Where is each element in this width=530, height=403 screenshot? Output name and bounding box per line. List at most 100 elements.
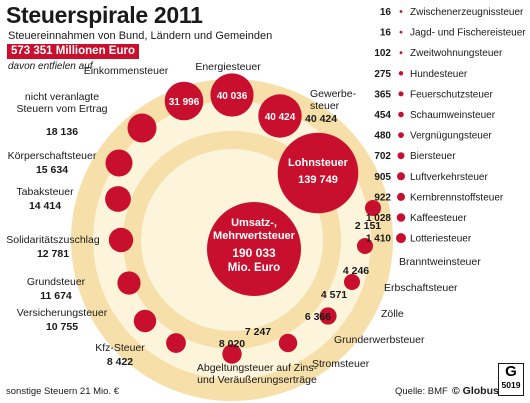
list-label-6: Vergnügungsteuer bbox=[410, 131, 492, 142]
bubble-value-11: 8 422 bbox=[107, 356, 133, 368]
total-badge: 573 351 Millionen Euro bbox=[7, 44, 139, 59]
bubble-label-9: Grundsteuer bbox=[27, 276, 86, 288]
logo-letter: G bbox=[505, 363, 517, 380]
bubble-value-umsatz: 190 033 bbox=[232, 246, 276, 260]
subtitle: Steuereinnahmen von Bund, Ländern und Ge… bbox=[8, 30, 273, 42]
list-dot-3 bbox=[398, 71, 404, 76]
bubble-label-6: Körperschaftsteuer bbox=[8, 150, 97, 162]
bubble-value-8: 12 781 bbox=[37, 248, 69, 260]
list-value-0: 16 bbox=[380, 7, 392, 18]
bubble-value-lohn: 139 749 bbox=[298, 174, 338, 186]
list-dot-11 bbox=[396, 233, 406, 244]
bubble-value-7: 14 414 bbox=[29, 200, 61, 212]
note: davon entfielen auf bbox=[8, 61, 93, 72]
list-label-10: Kaffeesteuer bbox=[410, 213, 467, 224]
bubble-16 bbox=[357, 238, 373, 254]
list-dot-6 bbox=[398, 132, 404, 139]
bubble-14 bbox=[319, 307, 337, 325]
bubble-label-7: Tabaksteuer bbox=[16, 186, 74, 198]
bubble-label-14: Grunderwerbsteuer bbox=[334, 334, 425, 346]
bubble-label-13: Stromsteuer bbox=[312, 358, 370, 370]
list-label-2: Zweitwohnungsteuer bbox=[410, 48, 503, 59]
bubble-label-2-1: steuer bbox=[310, 100, 340, 112]
bubble-15 bbox=[344, 274, 360, 290]
bubble-label-16: Erbschaftsteuer bbox=[384, 282, 458, 294]
bubble-2 bbox=[258, 94, 302, 138]
list-dot-1 bbox=[399, 30, 403, 34]
list-label-5: Schaumweinsteuer bbox=[410, 110, 496, 121]
bubble-unit-umsatz: Mio. Euro bbox=[228, 262, 280, 274]
bubble-4 bbox=[164, 81, 204, 121]
list-value-6: 480 bbox=[374, 131, 391, 142]
list-dot-0 bbox=[399, 10, 403, 13]
list-label-7: Biersteuer bbox=[410, 151, 456, 162]
bubble-value-4: 31 996 bbox=[169, 97, 200, 108]
list-value-1: 16 bbox=[380, 28, 392, 39]
list-dot-10 bbox=[396, 213, 406, 222]
list-value-3: 275 bbox=[374, 69, 391, 80]
bubble-11 bbox=[166, 333, 186, 353]
logo-number: 5019 bbox=[501, 380, 521, 390]
bubble-label-5-1: Steuern vom Ertrag bbox=[16, 103, 107, 115]
bubble-label-11: Kfz-Steuer bbox=[95, 342, 145, 354]
bubble-3 bbox=[210, 73, 254, 117]
bubble-9 bbox=[117, 271, 141, 295]
list-value-4: 365 bbox=[374, 89, 391, 100]
bubble-value-9: 11 674 bbox=[40, 290, 72, 302]
bubble-value-16: 4 246 bbox=[343, 265, 369, 277]
list-value-2: 102 bbox=[374, 48, 391, 59]
list-label-11: Lotteriesteuer bbox=[410, 234, 472, 245]
bubble-value-5: 18 136 bbox=[46, 126, 78, 138]
bubble-label-4: Einkommensteuer bbox=[84, 65, 169, 77]
other-taxes-note: sonstige Steuern 21 Mio. € bbox=[6, 386, 120, 397]
list-label-4: Feuerschutzsteuer bbox=[410, 89, 493, 100]
bubble-value-13: 7 247 bbox=[245, 326, 271, 338]
bubble-1 bbox=[277, 132, 359, 214]
bubble-10 bbox=[133, 309, 157, 333]
bubble-label-17: Branntweinsteuer bbox=[399, 256, 481, 268]
page-title: Steuerspirale 2011 bbox=[6, 2, 203, 28]
bubble-6 bbox=[105, 149, 133, 177]
bubble-label-5-0: nicht veranlagte bbox=[25, 91, 99, 103]
bubble-label-12-0: Abgeltungsteuer auf Zins- bbox=[197, 362, 318, 374]
bubble-7 bbox=[105, 186, 131, 212]
list-label-3: Hundesteuer bbox=[410, 69, 468, 80]
bubble-value-15: 4 571 bbox=[321, 289, 347, 301]
bubble-label-2-0: Gewerbe- bbox=[310, 88, 357, 100]
bubble-label-umsatz-2: Mehrwertsteuer bbox=[213, 230, 296, 242]
bubble-label-10: Versicherungsteuer bbox=[17, 307, 108, 319]
source: Quelle: BMF bbox=[395, 386, 448, 397]
bubble-5 bbox=[127, 113, 157, 143]
list-label-9: Kernbrennstoffsteuer bbox=[410, 192, 504, 203]
bubble-label-umsatz-1: Umsatz-, bbox=[231, 217, 277, 229]
list-dot-2 bbox=[399, 51, 403, 55]
list-dot-5 bbox=[398, 111, 404, 118]
list-value-8: 905 bbox=[374, 172, 391, 183]
list-value-5: 454 bbox=[374, 110, 391, 121]
list-dot-7 bbox=[397, 152, 405, 160]
list-dot-9 bbox=[397, 192, 405, 201]
list-value-10: 1 028 bbox=[366, 213, 391, 224]
list-value-9: 922 bbox=[374, 192, 391, 203]
list-value-7: 702 bbox=[374, 151, 391, 162]
bubble-12 bbox=[222, 344, 242, 364]
bubble-value-17: 2 151 bbox=[355, 220, 381, 232]
bubble-label-3: Energiesteuer bbox=[195, 61, 261, 73]
list-dot-8 bbox=[397, 172, 405, 181]
bubble-value-14: 6 366 bbox=[305, 311, 331, 323]
list-label-1: Jagd- und Fischereisteuer bbox=[410, 28, 526, 39]
bubble-label-15: Zölle bbox=[381, 308, 404, 320]
list-dot-4 bbox=[398, 91, 404, 97]
list-label-0: Zwischenerzeugnissteuer bbox=[410, 7, 524, 18]
list-label-8: Luftverkehrsteuer bbox=[410, 172, 488, 183]
brand: © Globus bbox=[452, 385, 499, 397]
list-value-11: 1 410 bbox=[366, 234, 391, 245]
bubble-label-12-1: und Veräußerungserträge bbox=[197, 374, 317, 386]
bubble-value-3: 40 036 bbox=[217, 91, 248, 102]
bubble-value-10: 10 755 bbox=[46, 321, 78, 333]
bubble-value-2: 40 424 bbox=[305, 113, 337, 125]
bubble-value-2: 40 424 bbox=[265, 112, 296, 123]
bubble-13 bbox=[278, 333, 298, 353]
